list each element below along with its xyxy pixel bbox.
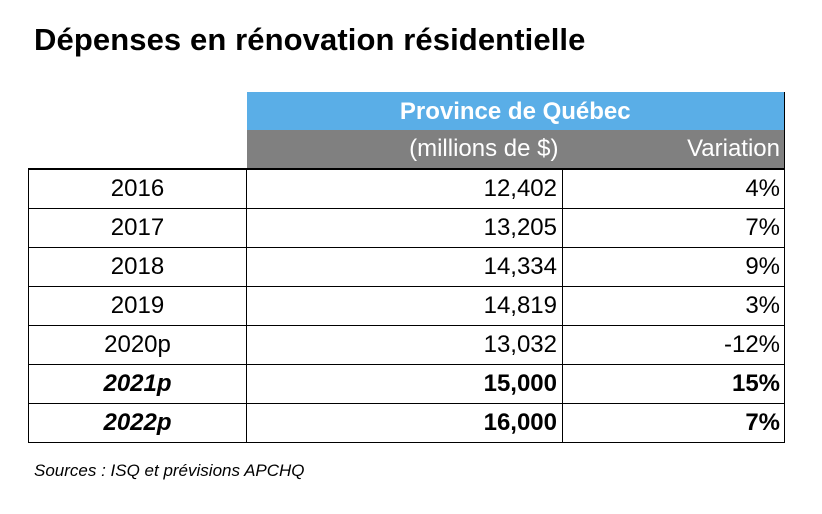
page-title: Dépenses en rénovation résidentielle bbox=[34, 22, 586, 57]
value-cell: 13,205 bbox=[246, 208, 563, 248]
source-note: Sources : ISQ et prévisions APCHQ bbox=[34, 461, 305, 480]
renovation-spending-table: Province de Québec (millions de $) Varia… bbox=[28, 92, 786, 443]
variation-cell: -12% bbox=[562, 325, 786, 365]
table-row: 2021p 15,000 15% bbox=[28, 364, 786, 404]
year-cell: 2016 bbox=[28, 168, 247, 209]
variation-cell: 7% bbox=[562, 208, 786, 248]
variation-cell: 4% bbox=[562, 168, 786, 209]
variation-cell: 9% bbox=[562, 247, 786, 287]
variation-cell: 3% bbox=[562, 286, 786, 326]
variation-cell: 7% bbox=[562, 403, 786, 443]
header-blank-cell bbox=[28, 130, 247, 169]
table-row: 2018 14,334 9% bbox=[28, 247, 786, 287]
value-cell: 14,334 bbox=[246, 247, 563, 287]
year-cell: 2020p bbox=[28, 325, 247, 365]
variation-cell: 15% bbox=[562, 364, 786, 404]
year-cell: 2022p bbox=[28, 403, 247, 443]
value-cell: 12,402 bbox=[246, 168, 563, 209]
table-body: 2016 12,402 4% 2017 13,205 7% 2018 14,334 9% 2019… bbox=[28, 168, 786, 443]
value-cell: 15,000 bbox=[246, 364, 563, 404]
table-row: 2020p 13,032 -12% bbox=[28, 325, 786, 365]
value-cell: 14,819 bbox=[246, 286, 563, 326]
table-row: 2022p 16,000 7% bbox=[28, 403, 786, 443]
table-row: 2019 14,819 3% bbox=[28, 286, 786, 326]
value-cell: 16,000 bbox=[246, 403, 563, 443]
header-blank-cell bbox=[28, 92, 247, 130]
table-row: 2016 12,402 4% bbox=[28, 168, 786, 209]
variation-column-header: Variation bbox=[562, 130, 786, 169]
year-cell: 2019 bbox=[28, 286, 247, 326]
value-column-header: (millions de $) bbox=[246, 130, 563, 169]
year-cell: 2017 bbox=[28, 208, 247, 248]
header-row-region: Province de Québec bbox=[28, 92, 786, 130]
region-header: Province de Québec bbox=[246, 92, 786, 130]
year-cell: 2018 bbox=[28, 247, 247, 287]
table-row: 2017 13,205 7% bbox=[28, 208, 786, 248]
year-cell: 2021p bbox=[28, 364, 247, 404]
value-cell: 13,032 bbox=[246, 325, 563, 365]
header-row-columns: (millions de $) Variation bbox=[28, 130, 786, 169]
